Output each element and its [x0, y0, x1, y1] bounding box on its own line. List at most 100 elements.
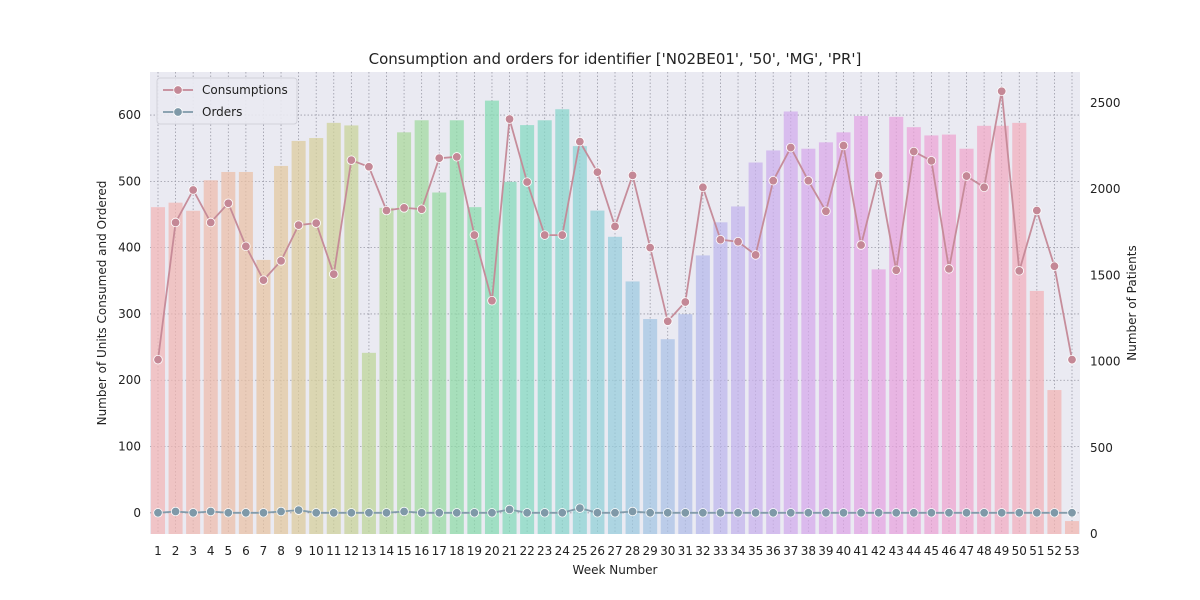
x-tick-label: 30	[660, 544, 675, 558]
point-orders	[381, 508, 392, 518]
point-consumptions	[1014, 266, 1024, 276]
x-tick-label: 23	[537, 544, 552, 558]
x-tick-label: 53	[1064, 544, 1079, 558]
bar-week-38	[801, 148, 816, 534]
x-tick-label: 38	[801, 544, 816, 558]
bar-week-45	[924, 135, 939, 534]
point-orders	[469, 508, 480, 518]
point-orders	[206, 506, 216, 517]
point-orders	[961, 508, 972, 518]
x-tick-label: 24	[555, 544, 570, 558]
bar-week-1	[150, 207, 166, 535]
x-tick-label: 31	[678, 544, 693, 558]
bar-week-51	[1029, 290, 1044, 534]
point-orders	[399, 506, 409, 517]
bar-week-2	[168, 202, 183, 534]
y-right-tick-label: 2500	[1090, 96, 1121, 110]
x-tick-label: 1	[154, 544, 162, 558]
bar-week-14	[379, 207, 394, 534]
y-right-tick-label: 0	[1090, 527, 1098, 541]
y-left-tick-label: 500	[118, 174, 141, 188]
x-tick-label: 42	[871, 544, 886, 558]
bar-week-28	[625, 281, 640, 534]
point-orders	[188, 508, 198, 518]
point-orders	[575, 503, 585, 513]
point-orders	[452, 508, 462, 518]
x-tick-label: 27	[607, 544, 622, 558]
point-orders	[1032, 508, 1042, 518]
point-consumptions	[645, 242, 655, 253]
point-consumptions	[1049, 261, 1060, 271]
point-orders	[276, 506, 286, 517]
point-consumptions	[346, 155, 357, 165]
y-left-tick-label: 100	[118, 440, 141, 454]
point-consumptions	[856, 240, 866, 250]
point-consumptions	[838, 140, 849, 151]
point-consumptions	[786, 142, 796, 153]
bar-week-50	[1012, 122, 1027, 534]
point-consumptions	[698, 182, 708, 193]
point-consumptions	[944, 264, 954, 274]
point-consumptions	[592, 167, 603, 177]
x-tick-label: 8	[277, 544, 285, 558]
bar-week-24	[555, 109, 570, 534]
bar-week-42	[871, 269, 886, 534]
point-orders	[873, 508, 884, 518]
point-consumptions	[399, 203, 409, 213]
x-tick-label: 13	[361, 544, 376, 558]
x-tick-label: 28	[625, 544, 640, 558]
point-consumptions	[364, 162, 374, 172]
x-tick-label: 39	[818, 544, 833, 558]
bar-week-53	[1064, 521, 1080, 534]
bar-series	[150, 100, 1080, 535]
bar-week-35	[748, 162, 763, 535]
x-tick-label: 5	[224, 544, 232, 558]
x-tick-label: 11	[326, 544, 341, 558]
point-orders	[241, 508, 251, 518]
y-left-tick-label: 300	[118, 307, 141, 321]
point-orders	[539, 508, 550, 518]
bar-week-8	[274, 165, 289, 535]
bar-week-31	[678, 314, 693, 534]
point-consumptions	[258, 275, 269, 285]
point-consumptions	[539, 230, 550, 240]
bar-week-40	[836, 132, 851, 534]
bar-week-36	[766, 150, 781, 534]
point-orders	[522, 508, 532, 518]
point-consumptions	[1032, 205, 1042, 216]
bar-week-7	[256, 259, 271, 534]
x-axis-label: Week Number	[573, 563, 658, 577]
legend-label-orders: Orders	[202, 105, 242, 119]
bar-week-6	[238, 171, 253, 534]
point-orders	[786, 508, 796, 518]
x-tick-labels: 1 2 3 4 5 6 7 8 9 10 11 12 13 14 15 16 17 18 19 20 21 22 23 24 2…	[154, 544, 1079, 558]
x-tick-label: 51	[1029, 544, 1044, 558]
point-consumptions	[979, 182, 989, 193]
bar-week-27	[607, 236, 623, 534]
point-orders	[821, 508, 831, 518]
x-tick-label: 7	[260, 544, 268, 558]
y-left-tick-label: 0	[133, 506, 141, 520]
x-tick-label: 17	[432, 544, 447, 558]
x-tick-label: 48	[976, 544, 991, 558]
y-left-tick-labels: 0 100 200 300 400 500 600	[118, 108, 141, 520]
point-consumptions	[329, 269, 339, 279]
point-consumptions	[522, 177, 532, 187]
point-orders	[750, 508, 761, 518]
point-orders	[698, 508, 708, 518]
point-consumptions	[241, 241, 251, 252]
point-orders	[170, 506, 181, 517]
x-tick-label: 44	[906, 544, 921, 558]
point-orders	[926, 508, 937, 518]
point-consumptions	[557, 230, 567, 240]
bar-week-49	[994, 125, 1009, 535]
x-tick-label: 25	[572, 544, 587, 558]
bar-week-3	[186, 210, 201, 534]
point-orders	[663, 508, 673, 518]
point-orders	[838, 508, 849, 518]
point-consumptions	[469, 230, 480, 240]
x-tick-label: 47	[959, 544, 974, 558]
bar-week-17	[432, 192, 447, 534]
legend: Consumptions Orders	[156, 77, 298, 125]
bar-week-43	[889, 116, 904, 534]
